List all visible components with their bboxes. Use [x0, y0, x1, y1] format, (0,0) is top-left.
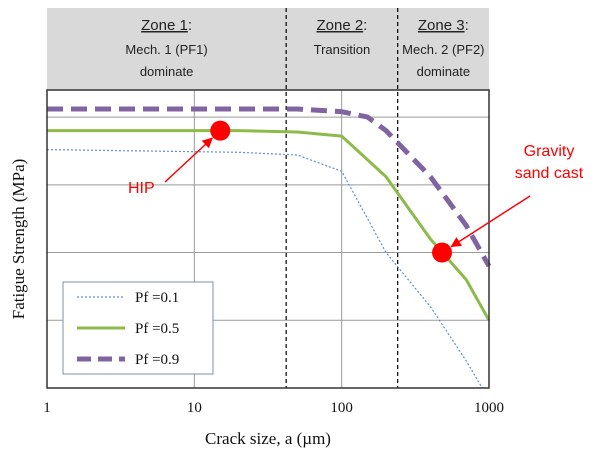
plot-frame — [46, 89, 490, 389]
series-line — [47, 129, 491, 322]
series-line — [47, 106, 492, 268]
zone-subtitle: Mech. 2 (PF2) — [402, 42, 484, 57]
zone-subtitle: dominate — [140, 64, 193, 79]
data-markers — [210, 120, 453, 263]
series-line — [46, 149, 483, 389]
grid-lines — [47, 90, 489, 388]
series-lines — [46, 106, 492, 389]
zone-title: Zone 1: — [141, 17, 192, 34]
x-tick-label: 1 — [43, 400, 51, 416]
legend-label: Pf =0.1 — [135, 290, 179, 306]
zone-subtitle: dominate — [417, 64, 470, 79]
data-marker — [432, 242, 453, 263]
legend: Pf =0.1 Pf =0.5 Pf =0.9 — [62, 281, 214, 375]
x-axis-label: Crack size, a (µm) — [205, 429, 331, 448]
zone-title: Zone 3: — [418, 17, 469, 34]
annotation-arrow — [450, 195, 531, 248]
y-axis-label: Fatigue Strength (MPa) — [9, 159, 28, 320]
zone-boundary-lines — [285, 8, 399, 388]
x-tick-label: 100 — [330, 400, 353, 416]
zone-subtitle: Transition — [314, 42, 371, 57]
zone-header-band — [47, 8, 489, 90]
zone-title: Zone 2: — [316, 17, 367, 34]
data-marker — [210, 120, 231, 141]
annotation-arrow — [164, 137, 213, 183]
annotations: HIP Gravity sand cast — [128, 137, 584, 248]
zone-headers: Zone 1: Mech. 1 (PF1) dominate Zone 2: Trans… — [125, 17, 484, 79]
x-tick-labels: 1 10 100 1000 — [43, 400, 504, 416]
x-tick-label: 10 — [187, 400, 202, 416]
annotation-label: Gravity sand cast — [515, 143, 584, 182]
legend-label: Pf =0.5 — [135, 321, 179, 337]
zone-subtitle: Mech. 1 (PF1) — [125, 42, 207, 57]
legend-label: Pf =0.9 — [135, 352, 179, 368]
annotation-label: HIP — [128, 180, 155, 197]
x-tick-label: 1000 — [474, 400, 504, 416]
